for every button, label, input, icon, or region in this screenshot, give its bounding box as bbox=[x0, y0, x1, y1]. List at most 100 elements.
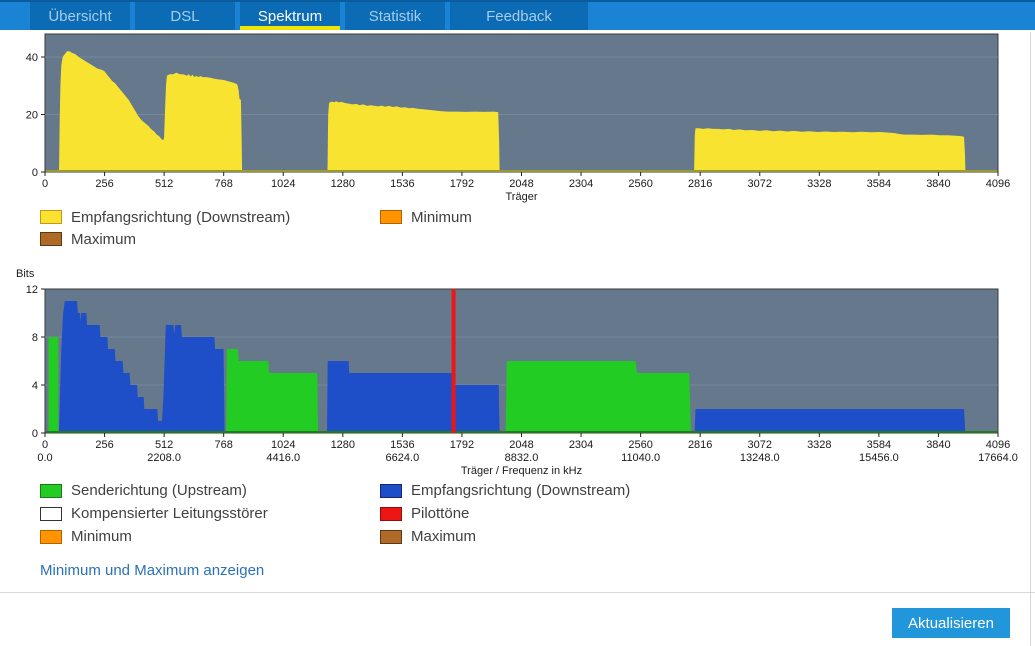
content-right-border bbox=[1030, 32, 1031, 646]
svg-text:12: 12 bbox=[26, 284, 38, 296]
legend-label: Kompensierter Leitungsstörer bbox=[71, 505, 268, 522]
svg-text:256: 256 bbox=[95, 439, 113, 451]
tab-label: Feedback bbox=[486, 7, 552, 25]
snr-spectrum-chart: 0 20 40 0 256 512 768 1024 1280 1536 1792 2048 2304 2… bbox=[26, 33, 1010, 203]
svg-text:3328: 3328 bbox=[807, 178, 831, 190]
legend-label: Pilottöne bbox=[411, 505, 470, 522]
tab-label: Statistik bbox=[368, 7, 422, 25]
svg-text:15456.0: 15456.0 bbox=[859, 452, 899, 464]
svg-text:1792: 1792 bbox=[450, 439, 474, 451]
svg-text:2304: 2304 bbox=[569, 439, 593, 451]
svg-text:0: 0 bbox=[42, 178, 48, 190]
svg-text:2816: 2816 bbox=[688, 178, 712, 190]
svg-text:17664.0: 17664.0 bbox=[978, 452, 1018, 464]
svg-text:1280: 1280 bbox=[331, 178, 355, 190]
legend-label: Maximum bbox=[71, 230, 137, 248]
svg-text:256: 256 bbox=[95, 178, 113, 190]
tab-spektrum[interactable]: Spektrum bbox=[240, 2, 340, 30]
svg-text:3840: 3840 bbox=[926, 178, 950, 190]
bit-allocation-chart: 0 4 8 12 0 256 512 768 1024 1280 1536 1792 2048 2304 2… bbox=[16, 268, 1018, 477]
compensated-disturber-swatch bbox=[40, 506, 62, 521]
pilot-tones-swatch bbox=[380, 506, 402, 521]
legend-item-minimum: Minimum bbox=[380, 206, 472, 228]
svg-text:6624.0: 6624.0 bbox=[386, 452, 420, 464]
snr-chart-legend: Empfangsrichtung (Downstream) Minimum Ma… bbox=[40, 206, 472, 250]
tab-feedback[interactable]: Feedback bbox=[450, 2, 588, 30]
tab-list: Übersicht DSL Spektrum Statistik Feedbac… bbox=[30, 2, 588, 30]
svg-text:2304: 2304 bbox=[569, 178, 593, 190]
svg-text:4096: 4096 bbox=[986, 439, 1010, 451]
svg-text:0: 0 bbox=[32, 167, 38, 179]
svg-text:1536: 1536 bbox=[390, 439, 414, 451]
legend-item-upstream: Senderichtung (Upstream) bbox=[40, 479, 380, 502]
svg-text:3072: 3072 bbox=[748, 178, 772, 190]
svg-text:2048: 2048 bbox=[509, 439, 533, 451]
svg-text:2560: 2560 bbox=[628, 178, 652, 190]
svg-text:1280: 1280 bbox=[331, 439, 355, 451]
svg-text:512: 512 bbox=[155, 439, 173, 451]
svg-text:8832.0: 8832.0 bbox=[505, 452, 539, 464]
maximum-swatch bbox=[40, 232, 62, 246]
svg-text:3328: 3328 bbox=[807, 439, 831, 451]
legend-label: Senderichtung (Upstream) bbox=[71, 482, 247, 499]
tab-label: Spektrum bbox=[257, 7, 323, 25]
legend-item-pilot-tones: Pilottöne bbox=[380, 502, 630, 525]
legend-item-compensated-disturber: Kompensierter Leitungsstörer bbox=[40, 502, 380, 525]
legend-item-downstream: Empfangsrichtung (Downstream) bbox=[380, 479, 630, 502]
svg-text:8: 8 bbox=[32, 332, 38, 344]
tab-bar: Übersicht DSL Spektrum Statistik Feedbac… bbox=[0, 2, 1035, 30]
downstream-swatch bbox=[380, 483, 402, 498]
svg-text:1792: 1792 bbox=[450, 178, 474, 190]
svg-text:4: 4 bbox=[32, 380, 38, 392]
svg-text:4096: 4096 bbox=[986, 178, 1010, 190]
legend-label: Minimum bbox=[411, 208, 472, 226]
svg-text:3584: 3584 bbox=[867, 439, 891, 451]
bit-chart-legend: Senderichtung (Upstream) Empfangsrichtun… bbox=[40, 479, 630, 548]
tab-uebersicht[interactable]: Übersicht bbox=[30, 2, 130, 30]
svg-text:40: 40 bbox=[26, 52, 38, 64]
show-min-max-link[interactable]: Minimum und Maximum anzeigen bbox=[40, 562, 265, 579]
bottom-divider bbox=[0, 592, 1035, 593]
svg-text:Träger: Träger bbox=[506, 191, 538, 203]
svg-text:0.0: 0.0 bbox=[37, 452, 52, 464]
svg-text:3072: 3072 bbox=[748, 439, 772, 451]
svg-text:0: 0 bbox=[32, 428, 38, 440]
svg-text:Träger / Frequenz in kHz: Träger / Frequenz in kHz bbox=[461, 465, 582, 477]
legend-item-maximum: Maximum bbox=[40, 228, 380, 250]
svg-text:3584: 3584 bbox=[867, 178, 891, 190]
legend-item-downstream: Empfangsrichtung (Downstream) bbox=[40, 206, 380, 228]
legend-item-maximum: Maximum bbox=[380, 525, 630, 548]
maximum-swatch bbox=[380, 529, 402, 544]
svg-text:13248.0: 13248.0 bbox=[740, 452, 780, 464]
tab-label: Übersicht bbox=[48, 7, 112, 25]
svg-text:2048: 2048 bbox=[509, 178, 533, 190]
tab-label: DSL bbox=[170, 7, 200, 25]
legend-label: Empfangsrichtung (Downstream) bbox=[71, 208, 291, 226]
minimum-swatch bbox=[380, 210, 402, 224]
minimum-swatch bbox=[40, 529, 62, 544]
legend-label: Maximum bbox=[411, 528, 477, 545]
svg-text:768: 768 bbox=[215, 178, 233, 190]
svg-text:768: 768 bbox=[215, 439, 233, 451]
svg-text:11040.0: 11040.0 bbox=[621, 452, 660, 464]
refresh-button[interactable]: Aktualisieren bbox=[892, 608, 1010, 638]
svg-text:512: 512 bbox=[155, 178, 173, 190]
upstream-swatch bbox=[40, 483, 62, 498]
top-edge-strip bbox=[0, 0, 1035, 2]
svg-text:4416.0: 4416.0 bbox=[266, 452, 300, 464]
legend-label: Empfangsrichtung (Downstream) bbox=[411, 482, 631, 499]
legend-label: Minimum bbox=[71, 528, 132, 545]
downstream-swatch bbox=[40, 210, 62, 224]
legend-item-minimum: Minimum bbox=[40, 525, 380, 548]
svg-text:1536: 1536 bbox=[390, 178, 414, 190]
tab-statistik[interactable]: Statistik bbox=[345, 2, 445, 30]
svg-text:0: 0 bbox=[42, 439, 48, 451]
svg-text:1024: 1024 bbox=[271, 178, 295, 190]
svg-text:20: 20 bbox=[26, 110, 38, 122]
svg-text:2208.0: 2208.0 bbox=[147, 452, 181, 464]
svg-text:2816: 2816 bbox=[688, 439, 712, 451]
svg-text:3840: 3840 bbox=[926, 439, 950, 451]
svg-text:1024: 1024 bbox=[271, 439, 295, 451]
tab-dsl[interactable]: DSL bbox=[135, 2, 235, 30]
